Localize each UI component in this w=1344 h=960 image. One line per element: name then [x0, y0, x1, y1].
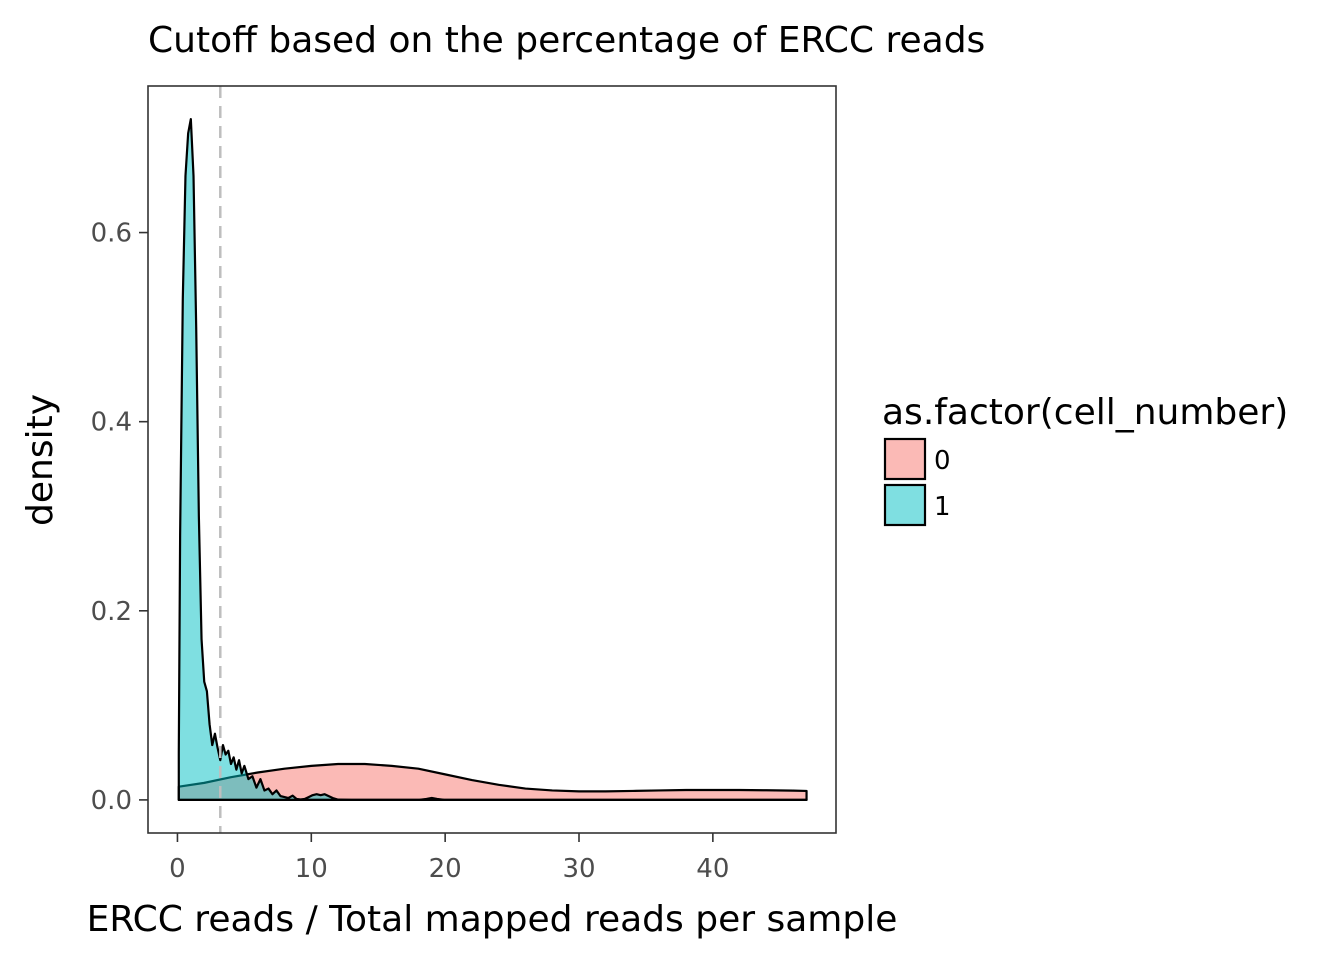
chart-title: Cutoff based on the percentage of ERCC r…: [148, 20, 985, 61]
y-axis-title: density: [20, 394, 61, 526]
x-tick-label: 20: [429, 854, 462, 884]
x-axis-title: ERCC reads / Total mapped reads per samp…: [87, 899, 898, 940]
legend: as.factor(cell_number) 01: [882, 392, 1288, 527]
x-tick-label: 10: [295, 854, 328, 884]
plot-background: [148, 86, 836, 833]
legend-swatch-0: [883, 437, 927, 481]
density-series: [177, 117, 808, 802]
legend-title: as.factor(cell_number): [882, 392, 1288, 433]
x-tick-label: 0: [169, 854, 186, 884]
x-tick-label: 30: [562, 854, 595, 884]
density-area-1: [177, 117, 808, 802]
x-tick-label: 40: [696, 854, 729, 884]
legend-label-1: 1: [934, 492, 951, 522]
legend-label-0: 0: [934, 446, 951, 476]
y-tick-label: 0.2: [91, 597, 132, 627]
plot-panel-border: [147, 85, 837, 834]
density-area-0: [177, 762, 808, 802]
y-tick-label: 0.6: [91, 219, 132, 249]
x-axis: 0 10 20 30 40: [169, 833, 729, 884]
y-tick-label: 0.0: [91, 786, 132, 816]
y-tick-label: 0.4: [91, 408, 132, 438]
legend-swatch-1: [883, 483, 927, 527]
y-axis: 0.0 0.2 0.4 0.6: [91, 219, 148, 816]
legend-items: 01: [883, 437, 951, 527]
